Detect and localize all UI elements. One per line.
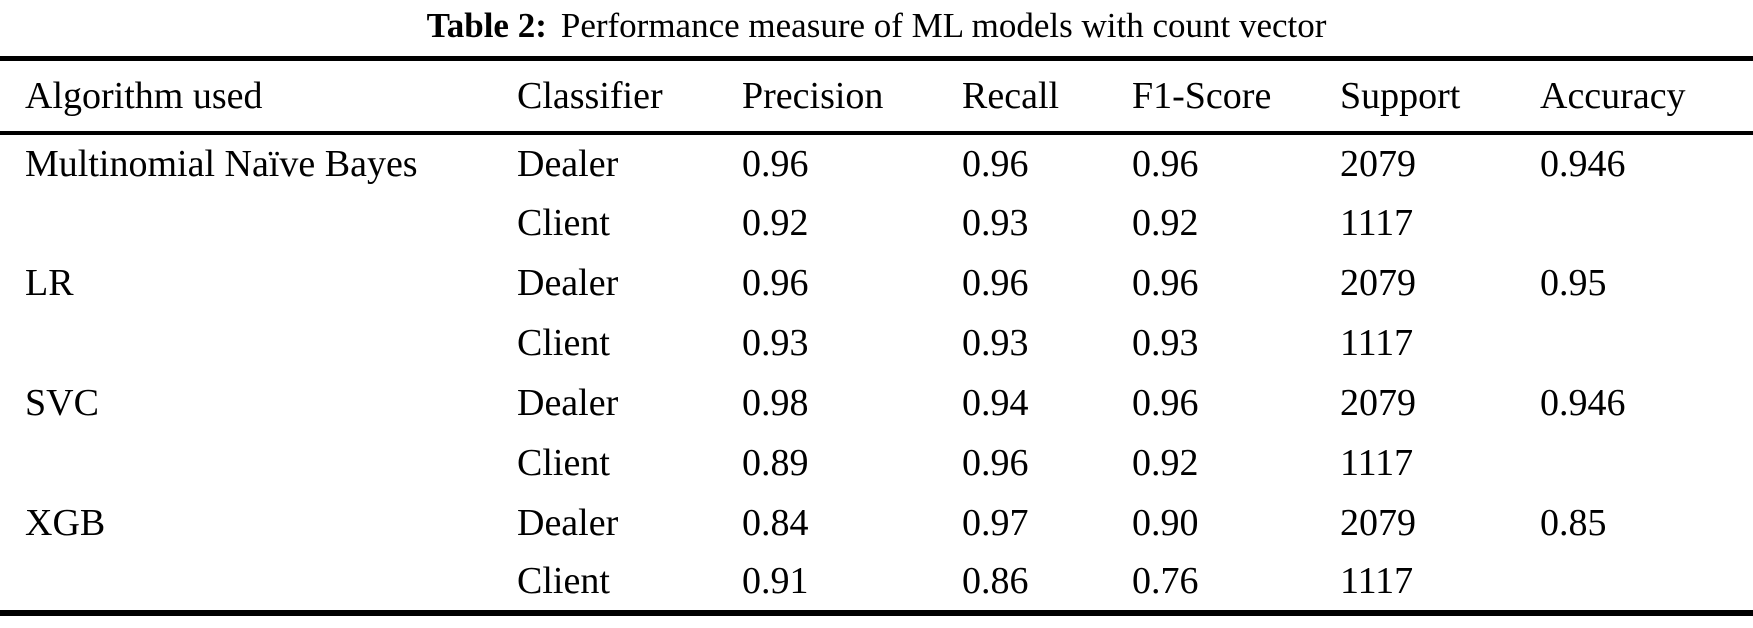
table-row: Client 0.93 0.93 0.93 1117 (0, 313, 1753, 373)
table-caption: Table 2: Performance measure of ML models… (0, 2, 1753, 50)
cell-precision: 0.93 (742, 321, 809, 364)
cell-f1-score: 0.93 (1132, 321, 1199, 364)
cell-classifier: Client (517, 321, 610, 364)
cell-precision: 0.84 (742, 501, 809, 544)
cell-algorithm (0, 553, 517, 613)
cell-support: 1117 (1340, 201, 1414, 244)
cell-classifier: Client (517, 441, 610, 484)
column-header-precision: Precision (742, 74, 884, 117)
cell-recall: 0.93 (962, 321, 1029, 364)
cell-algorithm: SVC (25, 381, 99, 424)
cell-accuracy: 0.946 (1540, 381, 1626, 424)
cell-algorithm (0, 313, 517, 373)
table-row: SVC Dealer 0.98 0.94 0.96 2079 0.946 (0, 373, 1753, 433)
column-header-classifier: Classifier (517, 74, 663, 117)
cell-f1-score: 0.96 (1132, 261, 1199, 304)
table-body: Multinomial Naïve Bayes Dealer 0.96 0.96… (0, 133, 1753, 613)
cell-recall: 0.86 (962, 560, 1029, 602)
cell-classifier: Dealer (517, 261, 619, 304)
cell-precision: 0.91 (742, 560, 809, 602)
column-header-f1-score: F1-Score (1132, 74, 1272, 117)
cell-f1-score: 0.96 (1132, 142, 1199, 185)
cell-classifier: Dealer (517, 142, 619, 185)
cell-f1-score: 0.76 (1132, 560, 1199, 602)
cell-support: 1117 (1340, 321, 1414, 364)
table-row: Client 0.89 0.96 0.92 1117 (0, 433, 1753, 493)
cell-accuracy: 0.95 (1540, 261, 1607, 304)
column-header-support: Support (1340, 74, 1461, 117)
cell-support: 2079 (1340, 381, 1416, 424)
table-row: Client 0.91 0.86 0.76 1117 (0, 553, 1753, 613)
cell-recall: 0.93 (962, 201, 1029, 244)
cell-support: 2079 (1340, 501, 1416, 544)
cell-recall: 0.96 (962, 142, 1029, 185)
cell-accuracy (1540, 553, 1753, 613)
cell-f1-score: 0.92 (1132, 441, 1199, 484)
cell-algorithm: Multinomial Naïve Bayes (25, 142, 418, 185)
cell-support: 1117 (1340, 441, 1414, 484)
cell-classifier: Client (517, 560, 610, 602)
cell-accuracy (1540, 433, 1753, 493)
table-caption-text: Performance measure of ML models with co… (560, 6, 1327, 45)
cell-algorithm (0, 193, 517, 253)
table-row: Multinomial Naïve Bayes Dealer 0.96 0.96… (0, 133, 1753, 193)
cell-precision: 0.98 (742, 381, 809, 424)
column-header-accuracy: Accuracy (1540, 74, 1686, 117)
cell-classifier: Client (517, 201, 610, 244)
cell-precision: 0.92 (742, 201, 809, 244)
cell-precision: 0.89 (742, 441, 809, 484)
cell-support: 2079 (1340, 261, 1416, 304)
cell-algorithm: XGB (25, 501, 106, 544)
cell-f1-score: 0.92 (1132, 201, 1199, 244)
cell-classifier: Dealer (517, 381, 619, 424)
cell-precision: 0.96 (742, 261, 809, 304)
cell-classifier: Dealer (517, 501, 619, 544)
table-row: XGB Dealer 0.84 0.97 0.90 2079 0.85 (0, 493, 1753, 553)
performance-table: Algorithm used Classifier Precision Reca… (0, 56, 1753, 616)
table-row: Client 0.92 0.93 0.92 1117 (0, 193, 1753, 253)
column-header-recall: Recall (962, 74, 1060, 117)
cell-algorithm (0, 433, 517, 493)
cell-f1-score: 0.90 (1132, 501, 1199, 544)
cell-accuracy (1540, 313, 1753, 373)
cell-recall: 0.97 (962, 501, 1029, 544)
cell-accuracy: 0.85 (1540, 501, 1607, 544)
table-header-row: Algorithm used Classifier Precision Reca… (0, 59, 1753, 133)
cell-accuracy (1540, 193, 1753, 253)
cell-algorithm: LR (25, 261, 74, 304)
cell-support: 2079 (1340, 142, 1416, 185)
cell-support: 1117 (1340, 560, 1414, 602)
table-row: LR Dealer 0.96 0.96 0.96 2079 0.95 (0, 253, 1753, 313)
table-caption-number: Table 2: (426, 6, 547, 45)
cell-recall: 0.94 (962, 381, 1029, 424)
cell-f1-score: 0.96 (1132, 381, 1199, 424)
cell-precision: 0.96 (742, 142, 809, 185)
cell-recall: 0.96 (962, 261, 1029, 304)
column-header-algorithm: Algorithm used (25, 74, 263, 117)
cell-recall: 0.96 (962, 441, 1029, 484)
cell-accuracy: 0.946 (1540, 142, 1626, 185)
